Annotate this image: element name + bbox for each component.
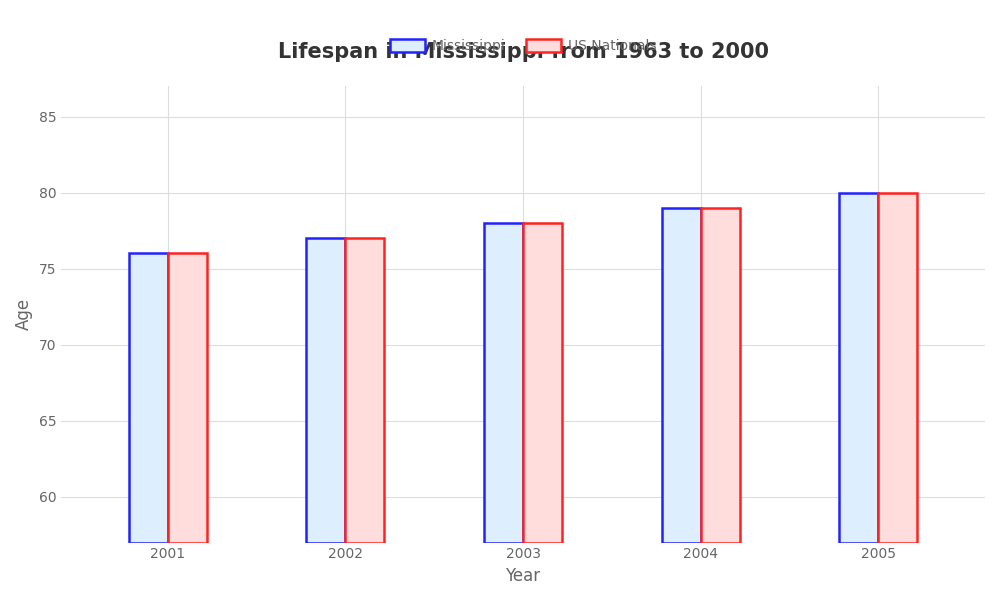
Bar [878, 193, 917, 542]
Bar [306, 238, 345, 542]
Y-axis label: Age: Age [15, 298, 33, 331]
Bar [701, 208, 740, 542]
Legend: Mississippi, US Nationals: Mississippi, US Nationals [384, 34, 662, 59]
Bar [839, 193, 878, 542]
Bar [662, 208, 701, 542]
Bar [168, 253, 207, 542]
Bar [129, 253, 168, 542]
Bar [484, 223, 523, 542]
Bar [523, 223, 562, 542]
X-axis label: Year: Year [505, 567, 541, 585]
Bar [345, 238, 384, 542]
Title: Lifespan in Mississippi from 1963 to 2000: Lifespan in Mississippi from 1963 to 200… [278, 43, 769, 62]
